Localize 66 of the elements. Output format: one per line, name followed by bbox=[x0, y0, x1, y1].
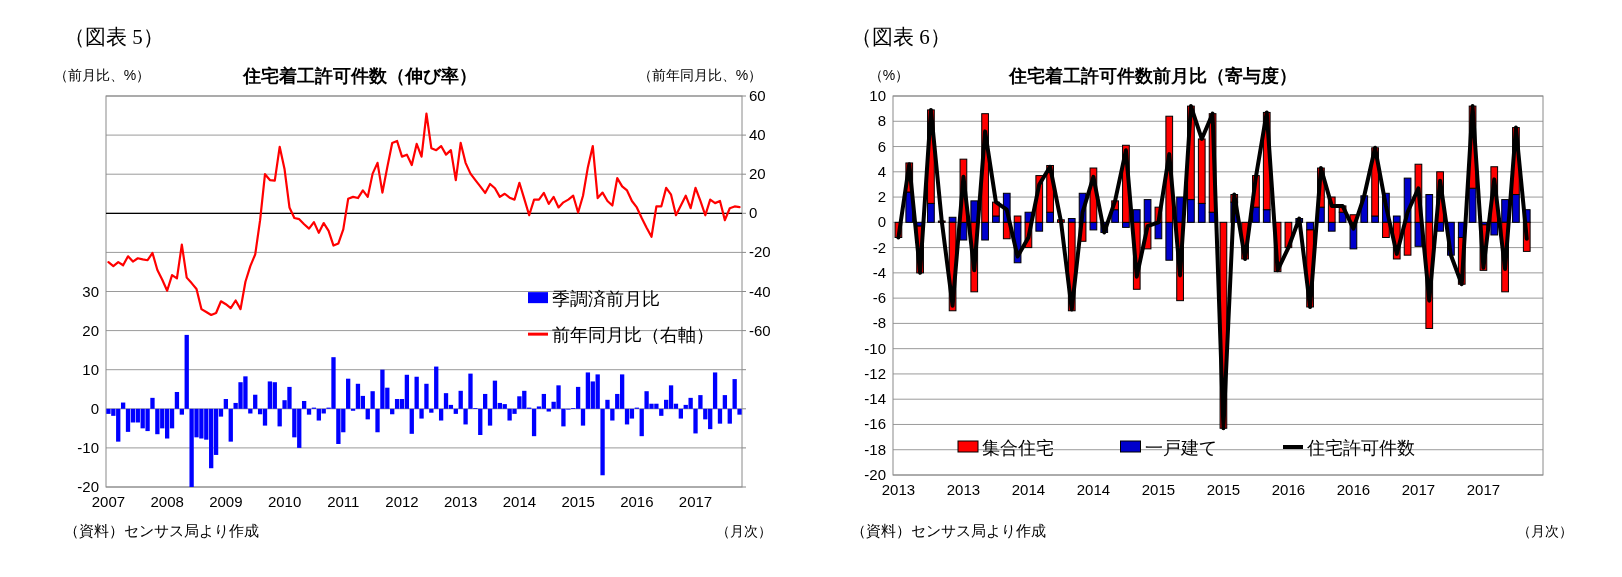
y-tick-label: 30 bbox=[82, 282, 99, 300]
y-tick-label: -10 bbox=[864, 339, 886, 357]
legend-label: 一戸建て bbox=[1144, 438, 1217, 458]
y-tick-label: 0 bbox=[90, 399, 99, 417]
x-tick-label: 2013 bbox=[881, 481, 916, 498]
x-tick-label: 2015 bbox=[561, 493, 595, 510]
x-tick-label: 2016 bbox=[1271, 481, 1306, 498]
x-tick-label: 2013 bbox=[444, 493, 478, 510]
y2-tick-label: 20 bbox=[749, 165, 766, 183]
y2-tick-label: -20 bbox=[749, 243, 771, 261]
y-tick-label: 10 bbox=[869, 87, 886, 104]
y-tick-label: -4 bbox=[872, 263, 886, 281]
y-tick-label: 4 bbox=[877, 162, 886, 180]
x-tick-label: 2014 bbox=[1011, 481, 1046, 498]
y2-tick-label: 40 bbox=[749, 126, 766, 144]
y-tick-label: 8 bbox=[877, 112, 886, 130]
x-tick-label: 2016 bbox=[1336, 481, 1371, 498]
chart-title: 住宅着工許可件数（伸び率） bbox=[242, 66, 478, 86]
x-tick-label: 2009 bbox=[209, 493, 243, 510]
chart-title: 住宅着工許可件数前月比（寄与度） bbox=[1008, 66, 1297, 86]
y-tick-label: -10 bbox=[77, 438, 99, 456]
y-axis-title: （%） bbox=[868, 67, 910, 83]
x-tick-label: 2017 bbox=[1401, 481, 1436, 498]
y-tick-label: -2 bbox=[872, 238, 886, 256]
x-tick-label: 2015 bbox=[1141, 481, 1176, 498]
y-tick-label: 20 bbox=[82, 321, 99, 339]
x-tick-label: 2011 bbox=[327, 493, 360, 510]
y-tick-label: -8 bbox=[872, 314, 886, 332]
y-axis-title: （前月比、%） bbox=[53, 67, 151, 83]
x-tick-label: 2012 bbox=[385, 493, 419, 510]
y2-tick-label: 0 bbox=[749, 204, 758, 222]
x-tick-label: 2017 bbox=[1466, 481, 1501, 498]
x-tick-label: 2014 bbox=[502, 493, 537, 510]
x-tick-label: 2010 bbox=[267, 493, 302, 510]
y-tick-label: -20 bbox=[864, 466, 886, 483]
y-tick-label: -18 bbox=[864, 440, 886, 458]
x-tick-label: 2015 bbox=[1206, 481, 1241, 498]
x-tick-label: 2013 bbox=[946, 481, 981, 498]
legend-label: 前年同月比（右軸） bbox=[552, 325, 714, 346]
x-tick-label: 2016 bbox=[620, 493, 654, 510]
text: （資料）センサス局より作成 bbox=[851, 522, 1046, 539]
x-tick-label: 2007 bbox=[91, 493, 126, 510]
y-tick-label: 2 bbox=[877, 188, 886, 206]
x-tick-label: 2014 bbox=[1076, 481, 1111, 498]
y-tick-label: -12 bbox=[864, 364, 886, 382]
y-tick-label: 10 bbox=[82, 360, 99, 378]
x-tick-label: 2017 bbox=[678, 493, 713, 510]
y-tick-label: -20 bbox=[77, 478, 99, 495]
text: （図表 5） bbox=[64, 25, 164, 49]
y-tick-label: -6 bbox=[872, 289, 886, 307]
y2-tick-label: -40 bbox=[749, 282, 771, 300]
y2-tick-label: 60 bbox=[749, 87, 766, 104]
legend-label: 集合住宅 bbox=[982, 438, 1054, 458]
legend-label: 季調済前月比 bbox=[552, 289, 660, 310]
legend-label: 住宅許可件数 bbox=[1306, 438, 1415, 458]
y-tick-label: -16 bbox=[864, 415, 886, 433]
y-tick-label: -14 bbox=[864, 390, 886, 408]
x-axis-title: （月次） bbox=[716, 523, 772, 539]
y2-tick-label: -60 bbox=[749, 321, 771, 339]
x-axis-title: （月次） bbox=[1517, 523, 1573, 539]
text: （資料）センサス局より作成 bbox=[64, 522, 259, 539]
y2-axis-title: （前年同月比、%） bbox=[637, 67, 763, 83]
y-tick-label: 0 bbox=[877, 213, 886, 231]
text: （図表 6） bbox=[851, 25, 951, 49]
x-tick-label: 2008 bbox=[150, 493, 184, 510]
y-tick-label: 6 bbox=[877, 137, 886, 155]
